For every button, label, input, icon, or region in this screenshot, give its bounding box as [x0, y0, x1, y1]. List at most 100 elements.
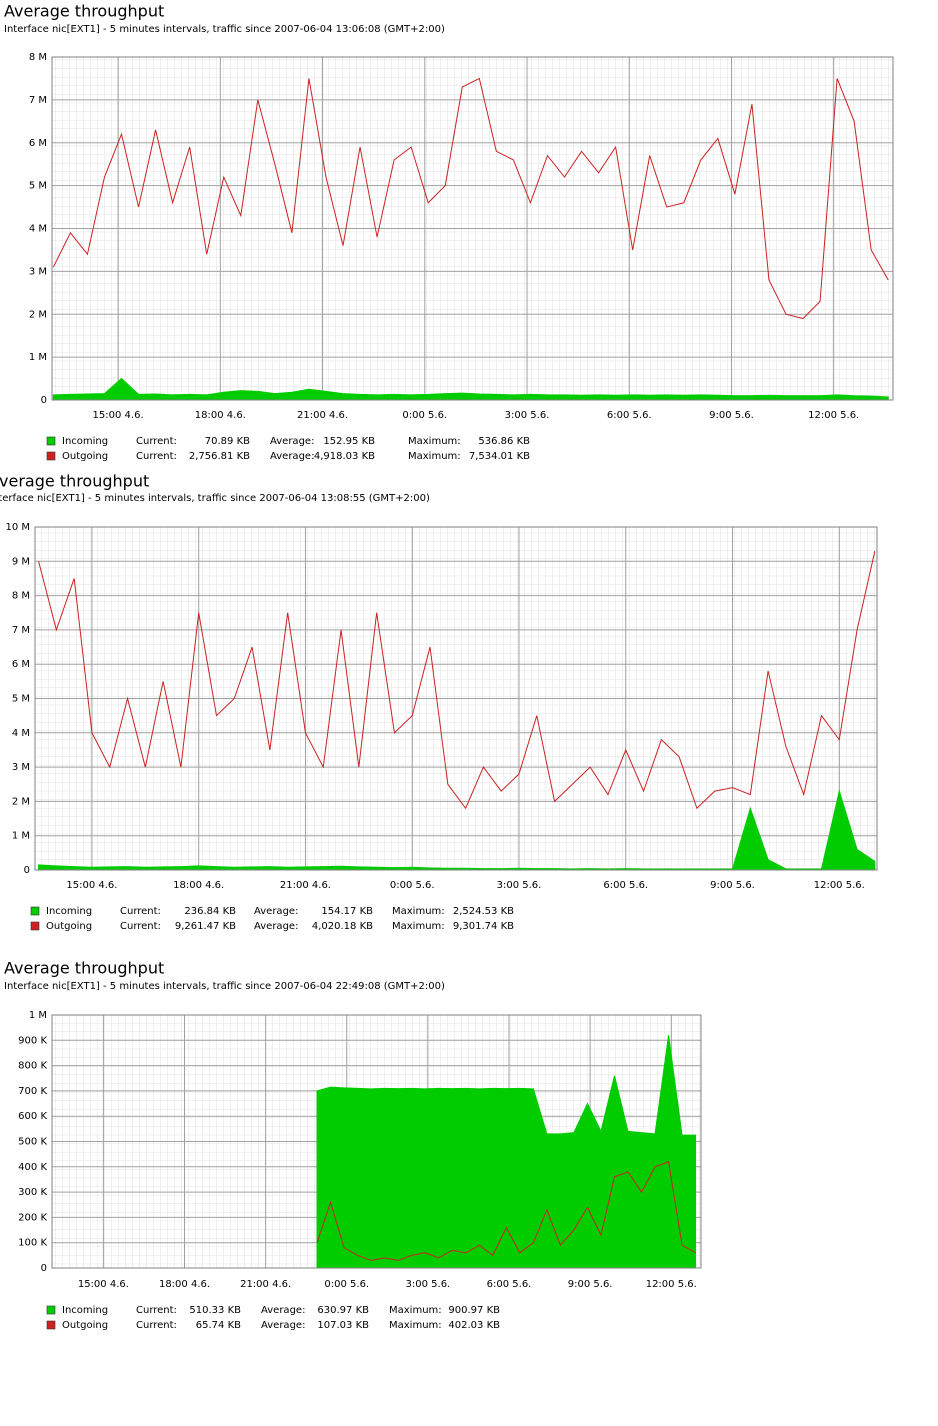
x-tick-label: 3:00 5.6. — [505, 410, 550, 421]
stat-label: Average: — [254, 921, 298, 932]
chart-title: Average throughput — [4, 2, 164, 21]
chart-subtitle: Interface nic[EXT1] - 5 minutes interval… — [0, 493, 430, 504]
stat-value: 107.03 KB — [317, 1320, 369, 1331]
legend-swatch — [46, 1305, 56, 1315]
y-tick-label: 600 K — [18, 1111, 47, 1122]
stat-label: Maximum: — [392, 906, 445, 917]
outgoing-line — [316, 1161, 696, 1261]
x-tick-label: 18:00 4.6. — [195, 410, 246, 421]
chart-title: Average throughput — [4, 959, 164, 978]
stat-label: Current: — [120, 921, 161, 932]
x-tick-label: 3:00 5.6. — [497, 880, 542, 891]
x-tick-label: 3:00 5.6. — [406, 1279, 451, 1290]
legend-swatch — [46, 436, 56, 446]
stat-value: 900.97 KB — [448, 1305, 500, 1316]
y-tick-label: 200 K — [18, 1212, 47, 1223]
stat-label: Current: — [136, 436, 177, 447]
stat-label: Average: — [270, 451, 314, 462]
y-tick-label: 6 M — [12, 659, 30, 670]
stat-value: 2,756.81 KB — [189, 451, 250, 462]
y-tick-label: 7 M — [29, 95, 47, 106]
y-tick-label: 4 M — [12, 728, 30, 739]
legend-label: Incoming — [46, 906, 92, 917]
stat-value: 9,261.47 KB — [175, 921, 236, 932]
stat-value: 630.97 KB — [317, 1305, 369, 1316]
stat-value: 154.17 KB — [321, 906, 373, 917]
incoming-area — [38, 789, 876, 871]
y-tick-label: 3 M — [12, 762, 30, 773]
x-tick-label: 15:00 4.6. — [93, 410, 144, 421]
plot-frame — [51, 56, 894, 401]
x-tick-label: 9:00 5.6. — [710, 880, 755, 891]
y-tick-label: 300 K — [18, 1187, 47, 1198]
x-tick-label: 12:00 5.6. — [646, 1279, 697, 1290]
y-tick-label: 0 — [24, 865, 30, 876]
y-tick-label: 3 M — [29, 266, 47, 277]
stat-label: Maximum: — [389, 1320, 442, 1331]
x-tick-label: 18:00 4.6. — [173, 880, 224, 891]
stat-label: Maximum: — [392, 921, 445, 932]
stat-label: Maximum: — [408, 451, 461, 462]
x-tick-label: 6:00 5.6. — [607, 410, 652, 421]
legend-label: Incoming — [62, 1305, 108, 1316]
stat-value: 9,301.74 KB — [453, 921, 514, 932]
stat-value: 65.74 KB — [196, 1320, 241, 1331]
y-tick-label: 1 M — [12, 831, 30, 842]
x-tick-label: 21:00 4.6. — [280, 880, 331, 891]
y-tick-label: 1 M — [29, 352, 47, 363]
stat-label: Average: — [261, 1320, 305, 1331]
y-tick-label: 500 K — [18, 1137, 47, 1148]
x-tick-label: 18:00 4.6. — [159, 1279, 210, 1290]
legend-swatch — [46, 1320, 56, 1330]
stat-label: Average: — [270, 436, 314, 447]
x-tick-label: 12:00 5.6. — [808, 410, 859, 421]
x-tick-label: 9:00 5.6. — [568, 1279, 613, 1290]
x-tick-label: 6:00 5.6. — [603, 880, 648, 891]
y-tick-label: 100 K — [18, 1238, 47, 1249]
legend-label: Outgoing — [62, 1320, 108, 1331]
chart-subtitle: Interface nic[EXT1] - 5 minutes interval… — [4, 24, 445, 35]
stat-value: 4,020.18 KB — [312, 921, 373, 932]
stat-value: 236.84 KB — [184, 906, 236, 917]
y-tick-label: 6 M — [29, 138, 47, 149]
stat-label: Average: — [254, 906, 298, 917]
legend-label: Outgoing — [62, 451, 108, 462]
x-tick-label: 21:00 4.6. — [240, 1279, 291, 1290]
stat-label: Current: — [120, 906, 161, 917]
stat-value: 2,524.53 KB — [453, 906, 514, 917]
stat-value: 7,534.01 KB — [469, 451, 530, 462]
x-tick-label: 12:00 5.6. — [814, 880, 865, 891]
x-tick-label: 15:00 4.6. — [78, 1279, 129, 1290]
incoming-area — [52, 377, 889, 401]
plot-frame — [34, 526, 878, 871]
x-tick-label: 9:00 5.6. — [709, 410, 754, 421]
y-tick-label: 5 M — [29, 181, 47, 192]
y-tick-label: 7 M — [12, 625, 30, 636]
x-tick-label: 0:00 5.6. — [402, 410, 447, 421]
stat-value: 402.03 KB — [448, 1320, 500, 1331]
stat-value: 510.33 KB — [189, 1305, 241, 1316]
stat-label: Maximum: — [389, 1305, 442, 1316]
chart-subtitle: Interface nic[EXT1] - 5 minutes interval… — [4, 981, 445, 992]
stat-label: Maximum: — [408, 436, 461, 447]
legend-swatch — [30, 921, 40, 931]
x-tick-label: 0:00 5.6. — [390, 880, 435, 891]
stat-value: 152.95 KB — [323, 436, 375, 447]
y-tick-label: 8 M — [12, 591, 30, 602]
stat-label: Current: — [136, 451, 177, 462]
plot-frame — [51, 1014, 702, 1269]
y-tick-label: 900 K — [18, 1035, 47, 1046]
stat-value: 4,918.03 KB — [314, 451, 375, 462]
outgoing-line — [38, 550, 876, 810]
y-tick-label: 700 K — [18, 1086, 47, 1097]
y-tick-label: 2 M — [29, 309, 47, 320]
stat-label: Average: — [261, 1305, 305, 1316]
y-tick-label: 800 K — [18, 1061, 47, 1072]
outgoing-line — [52, 77, 889, 320]
legend-label: Incoming — [62, 436, 108, 447]
stat-label: Current: — [136, 1305, 177, 1316]
y-tick-label: 2 M — [12, 796, 30, 807]
y-tick-label: 1 M — [29, 1010, 47, 1021]
x-tick-label: 21:00 4.6. — [297, 410, 348, 421]
